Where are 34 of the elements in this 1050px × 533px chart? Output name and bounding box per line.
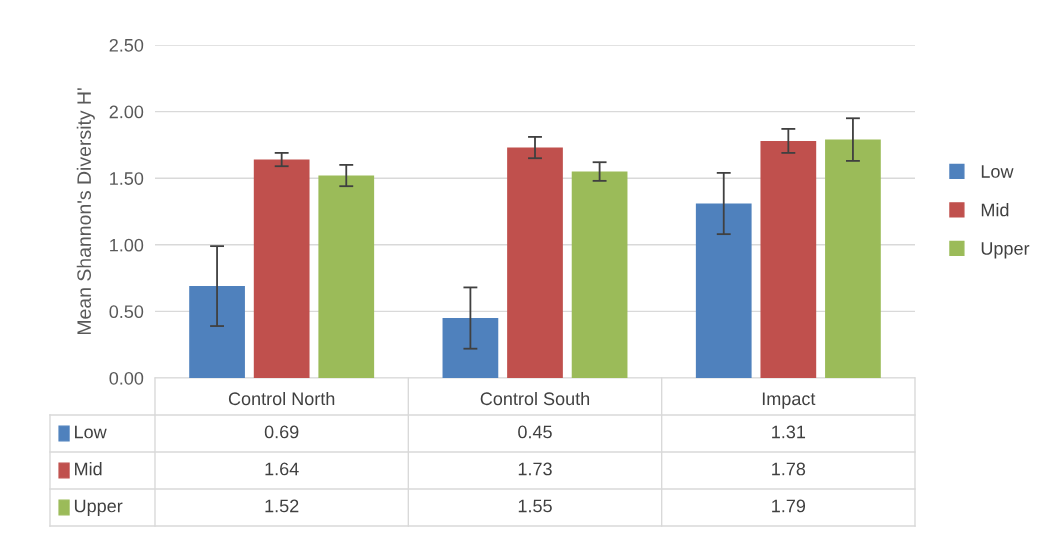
data-label: 0.45 [518, 425, 552, 439]
x-tick-label: Impact [762, 392, 816, 409]
bar [507, 147, 563, 378]
bar [442, 318, 499, 378]
data-label: 1.79 [772, 499, 806, 513]
y-tick-label: 0.50 [109, 305, 144, 319]
x-tick-label: Control North [228, 391, 335, 406]
data-label: 1.78 [772, 462, 806, 476]
bar [318, 175, 375, 378]
bar [825, 139, 881, 378]
y-tick-label: 0.00 [109, 371, 144, 385]
legend-label: Mid [981, 203, 1009, 217]
data-label: 0.69 [264, 425, 299, 439]
bar [695, 203, 752, 378]
text: Mid [75, 462, 102, 476]
data-label: 1.31 [772, 425, 806, 439]
legend-label: Upper [981, 242, 1030, 259]
data-label: 1.55 [518, 499, 552, 513]
bar [253, 159, 310, 378]
y-tick-label: 2.50 [109, 38, 144, 52]
data-label: 1.73 [518, 462, 552, 476]
data-label: 1.52 [265, 499, 299, 513]
text: Upper [74, 499, 123, 516]
data-label: 1.64 [265, 462, 299, 476]
legend-label: Low [75, 425, 107, 439]
y-tick-label: 1.50 [110, 172, 144, 185]
bar [760, 140, 817, 378]
text: Low [981, 165, 1014, 178]
bar [571, 171, 628, 378]
y-axis-title: Mean Shannon's Diversity H' [76, 88, 95, 335]
y-tick-label: 1.00 [110, 238, 144, 252]
bar [189, 286, 245, 378]
x-tick-label: Control South [480, 391, 590, 406]
y-tick-label: 2.00 [109, 105, 144, 119]
